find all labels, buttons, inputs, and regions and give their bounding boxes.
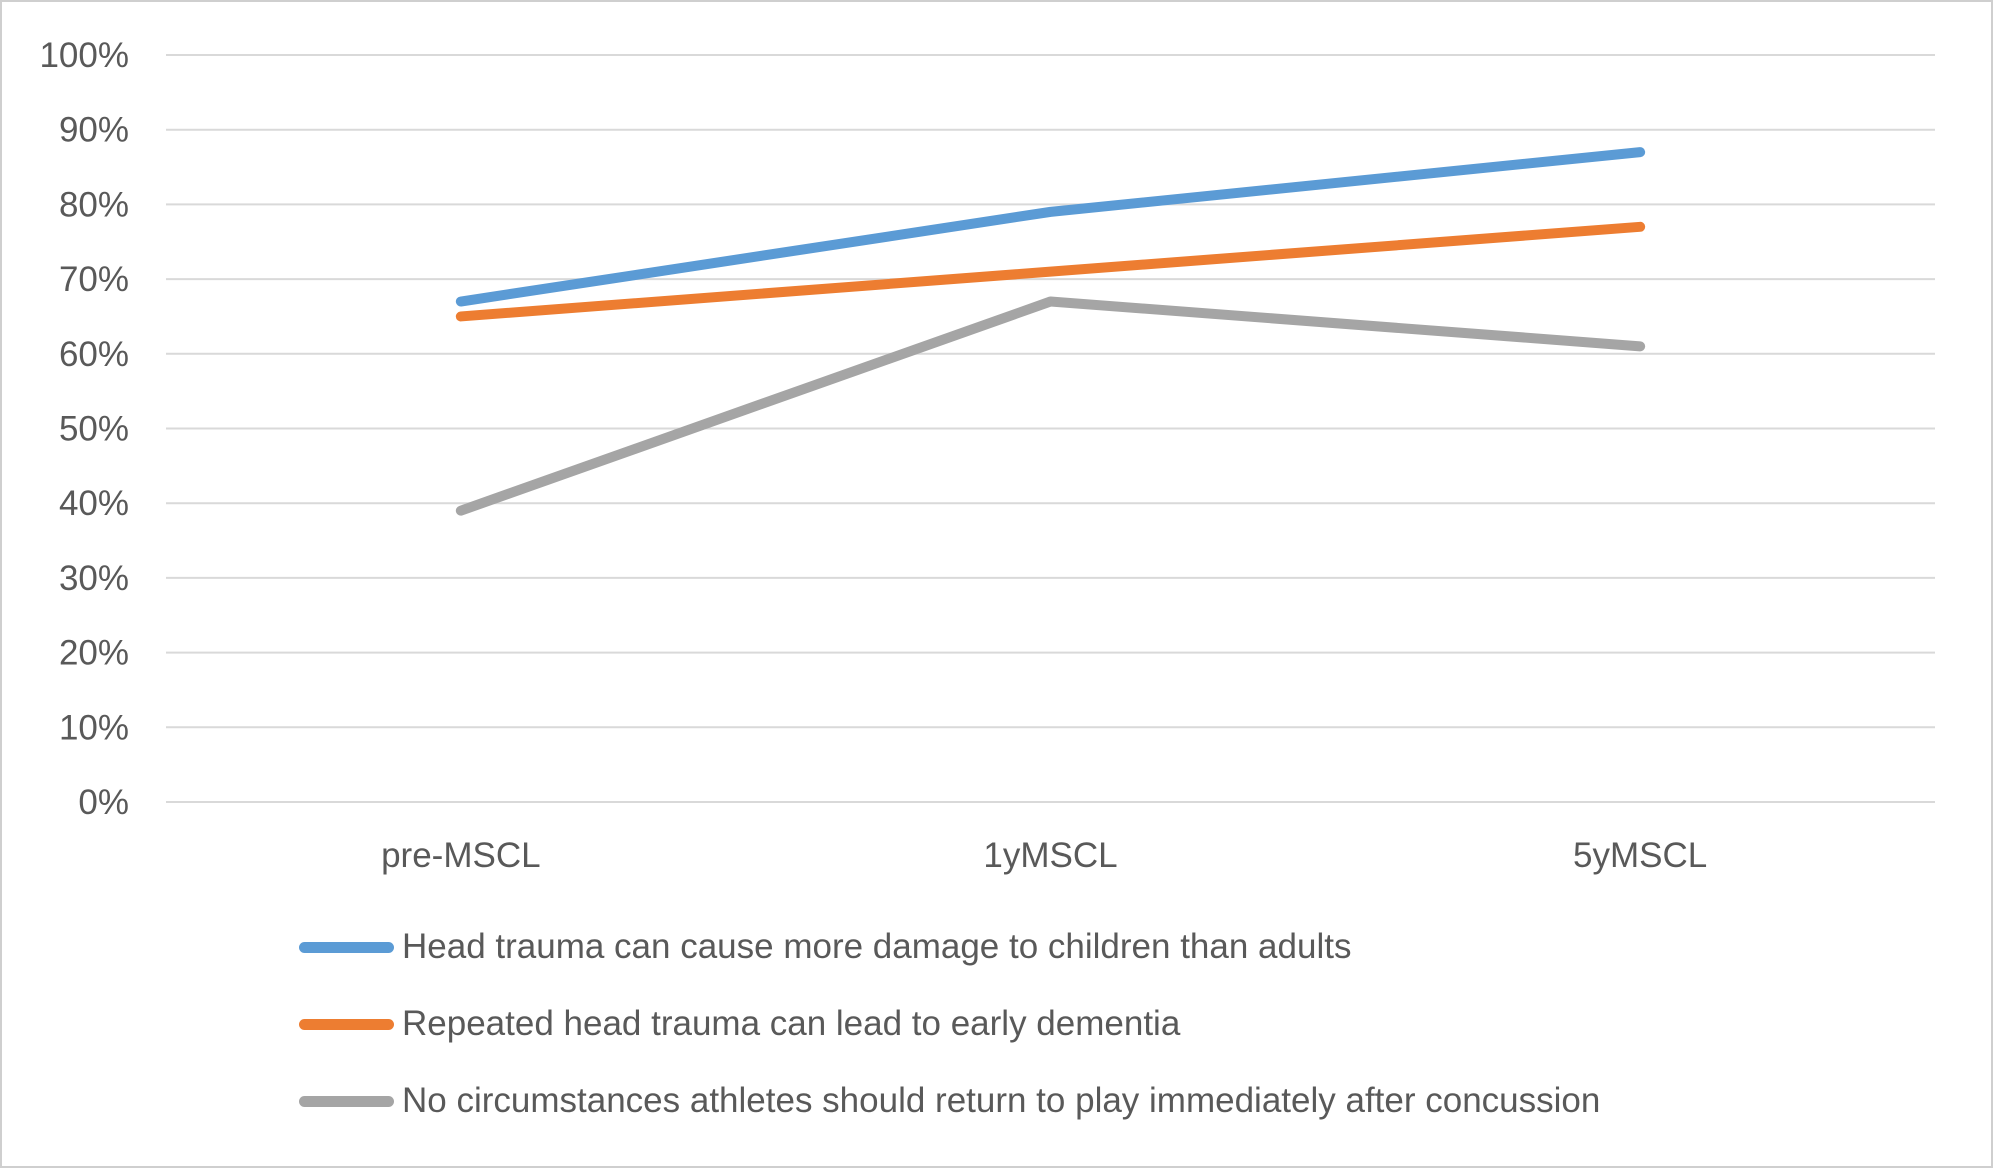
series-lines [455,147,1646,516]
legend-swatch-icon [299,1018,394,1030]
legend-item-0: Head trauma can cause more damage to chi… [299,927,1600,967]
chart-legend: Head trauma can cause more damage to chi… [299,927,1600,1121]
x-axis-labels: pre-MSCL 1yMSCL 5yMSCL [381,836,1707,875]
y-axis-tick-label: 20% [59,634,129,673]
series-line-2 [455,296,1646,516]
gridlines [166,54,1935,803]
y-axis-tick-label: 100% [39,36,129,75]
x-axis-tick-label: 1yMSCL [983,836,1117,875]
y-axis-tick-label: 80% [59,185,129,224]
y-axis-tick-label: 60% [59,335,129,374]
y-axis-tick-label: 30% [59,559,129,598]
x-axis-tick-label: 5yMSCL [1573,836,1707,875]
y-axis-tick-label: 90% [59,111,129,150]
legend-swatch-icon [299,941,394,953]
series-line-0 [455,147,1646,307]
legend-label: No circumstances athletes should return … [402,1081,1601,1120]
y-axis-tick-label: 70% [59,260,129,299]
x-axis-tick-label: pre-MSCL [381,836,540,875]
y-axis-tick-label: 10% [59,708,129,747]
legend-item-2: No circumstances athletes should return … [299,1081,1600,1121]
legend-item-1: Repeated head trauma can lead to early d… [299,1004,1600,1044]
y-axis-tick-label: 0% [78,783,129,822]
legend-label: Head trauma can cause more damage to chi… [402,927,1352,966]
legend-swatch-icon [299,1095,394,1107]
legend-label: Repeated head trauma can lead to early d… [402,1004,1181,1043]
y-axis-labels: 0% 10% 20% 30% 40% 50% 60% 70% 80% 90% 100% [39,36,129,822]
series-line-1 [455,221,1646,322]
y-axis-tick-label: 50% [59,410,129,449]
y-axis-tick-label: 40% [59,484,129,523]
